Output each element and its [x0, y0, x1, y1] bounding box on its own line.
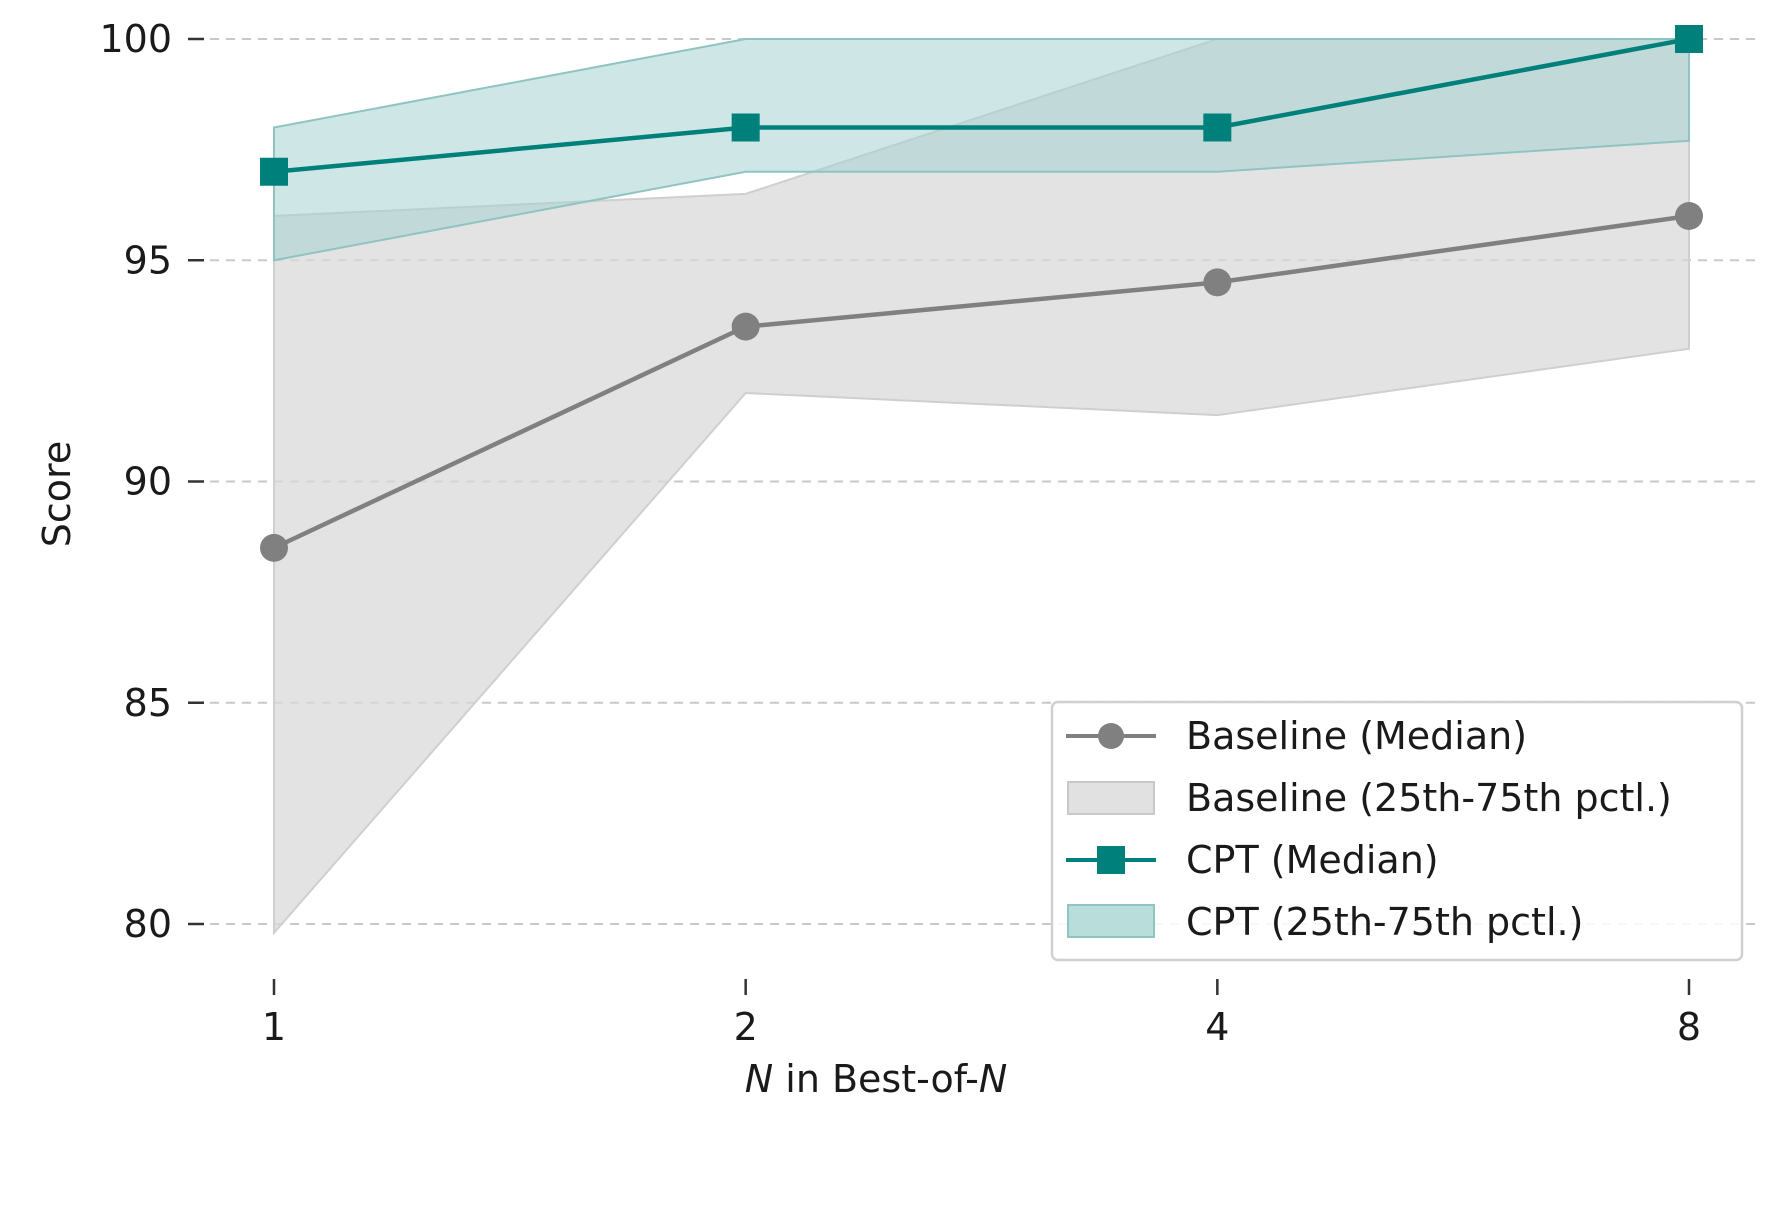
x-axis-label-middle: in Best-of-	[773, 1057, 979, 1101]
legend-baseline-median-label: Baseline (Median)	[1186, 714, 1527, 758]
point-cpt-2	[731, 113, 760, 142]
x-tick-label-8: 8	[1677, 1005, 1701, 1049]
x-tick-label-1: 1	[262, 1005, 286, 1049]
line-cpt-median	[273, 36, 1690, 174]
x-tick-label-4: 4	[1205, 1005, 1229, 1049]
band-cpt	[273, 38, 1690, 262]
point-cpt-4	[1203, 113, 1232, 142]
point-baseline-8	[1675, 202, 1703, 230]
point-baseline-1	[260, 533, 288, 562]
y-axis-label: Score	[35, 441, 79, 547]
band-layer	[273, 38, 1690, 936]
y-tick-label-80: 80	[124, 902, 172, 946]
legend-baseline-band-label: Baseline (25th-75th pctl.)	[1186, 776, 1672, 820]
line-layer	[260, 25, 1703, 562]
x-axis-label-var2: N	[979, 1057, 1007, 1101]
point-cpt-1	[260, 157, 288, 186]
point-baseline-2	[731, 312, 760, 341]
legend-cpt-band-swatch	[1067, 904, 1155, 938]
y-tick-label-90: 90	[124, 460, 172, 504]
y-tick-label-95: 95	[124, 238, 172, 282]
legend-baseline-median-marker	[1098, 723, 1124, 749]
legend-baseline-band-swatch	[1067, 781, 1155, 815]
legend: Baseline (Median) Baseline (25th-75th pc…	[1050, 700, 1744, 962]
x-axis-label: N in Best-of-N	[745, 1057, 1008, 1101]
point-cpt-8	[1675, 25, 1703, 53]
y-tick-label-100: 100	[99, 17, 172, 61]
x-axis-label-var1: N	[745, 1057, 773, 1101]
legend-cpt-band-label: CPT (25th-75th pctl.)	[1186, 900, 1583, 944]
x-tick-label-2: 2	[734, 1005, 758, 1049]
axis-layer: 80 85 90 95 100 1 2 4 8	[99, 17, 1701, 1049]
y-tick-label-85: 85	[124, 681, 172, 725]
legend-cpt-median-marker	[1097, 846, 1125, 874]
line-baseline-median	[273, 213, 1690, 550]
legend-cpt-median-label: CPT (Median)	[1186, 838, 1439, 882]
legend-frame	[1050, 700, 1744, 962]
point-baseline-4	[1203, 268, 1232, 297]
